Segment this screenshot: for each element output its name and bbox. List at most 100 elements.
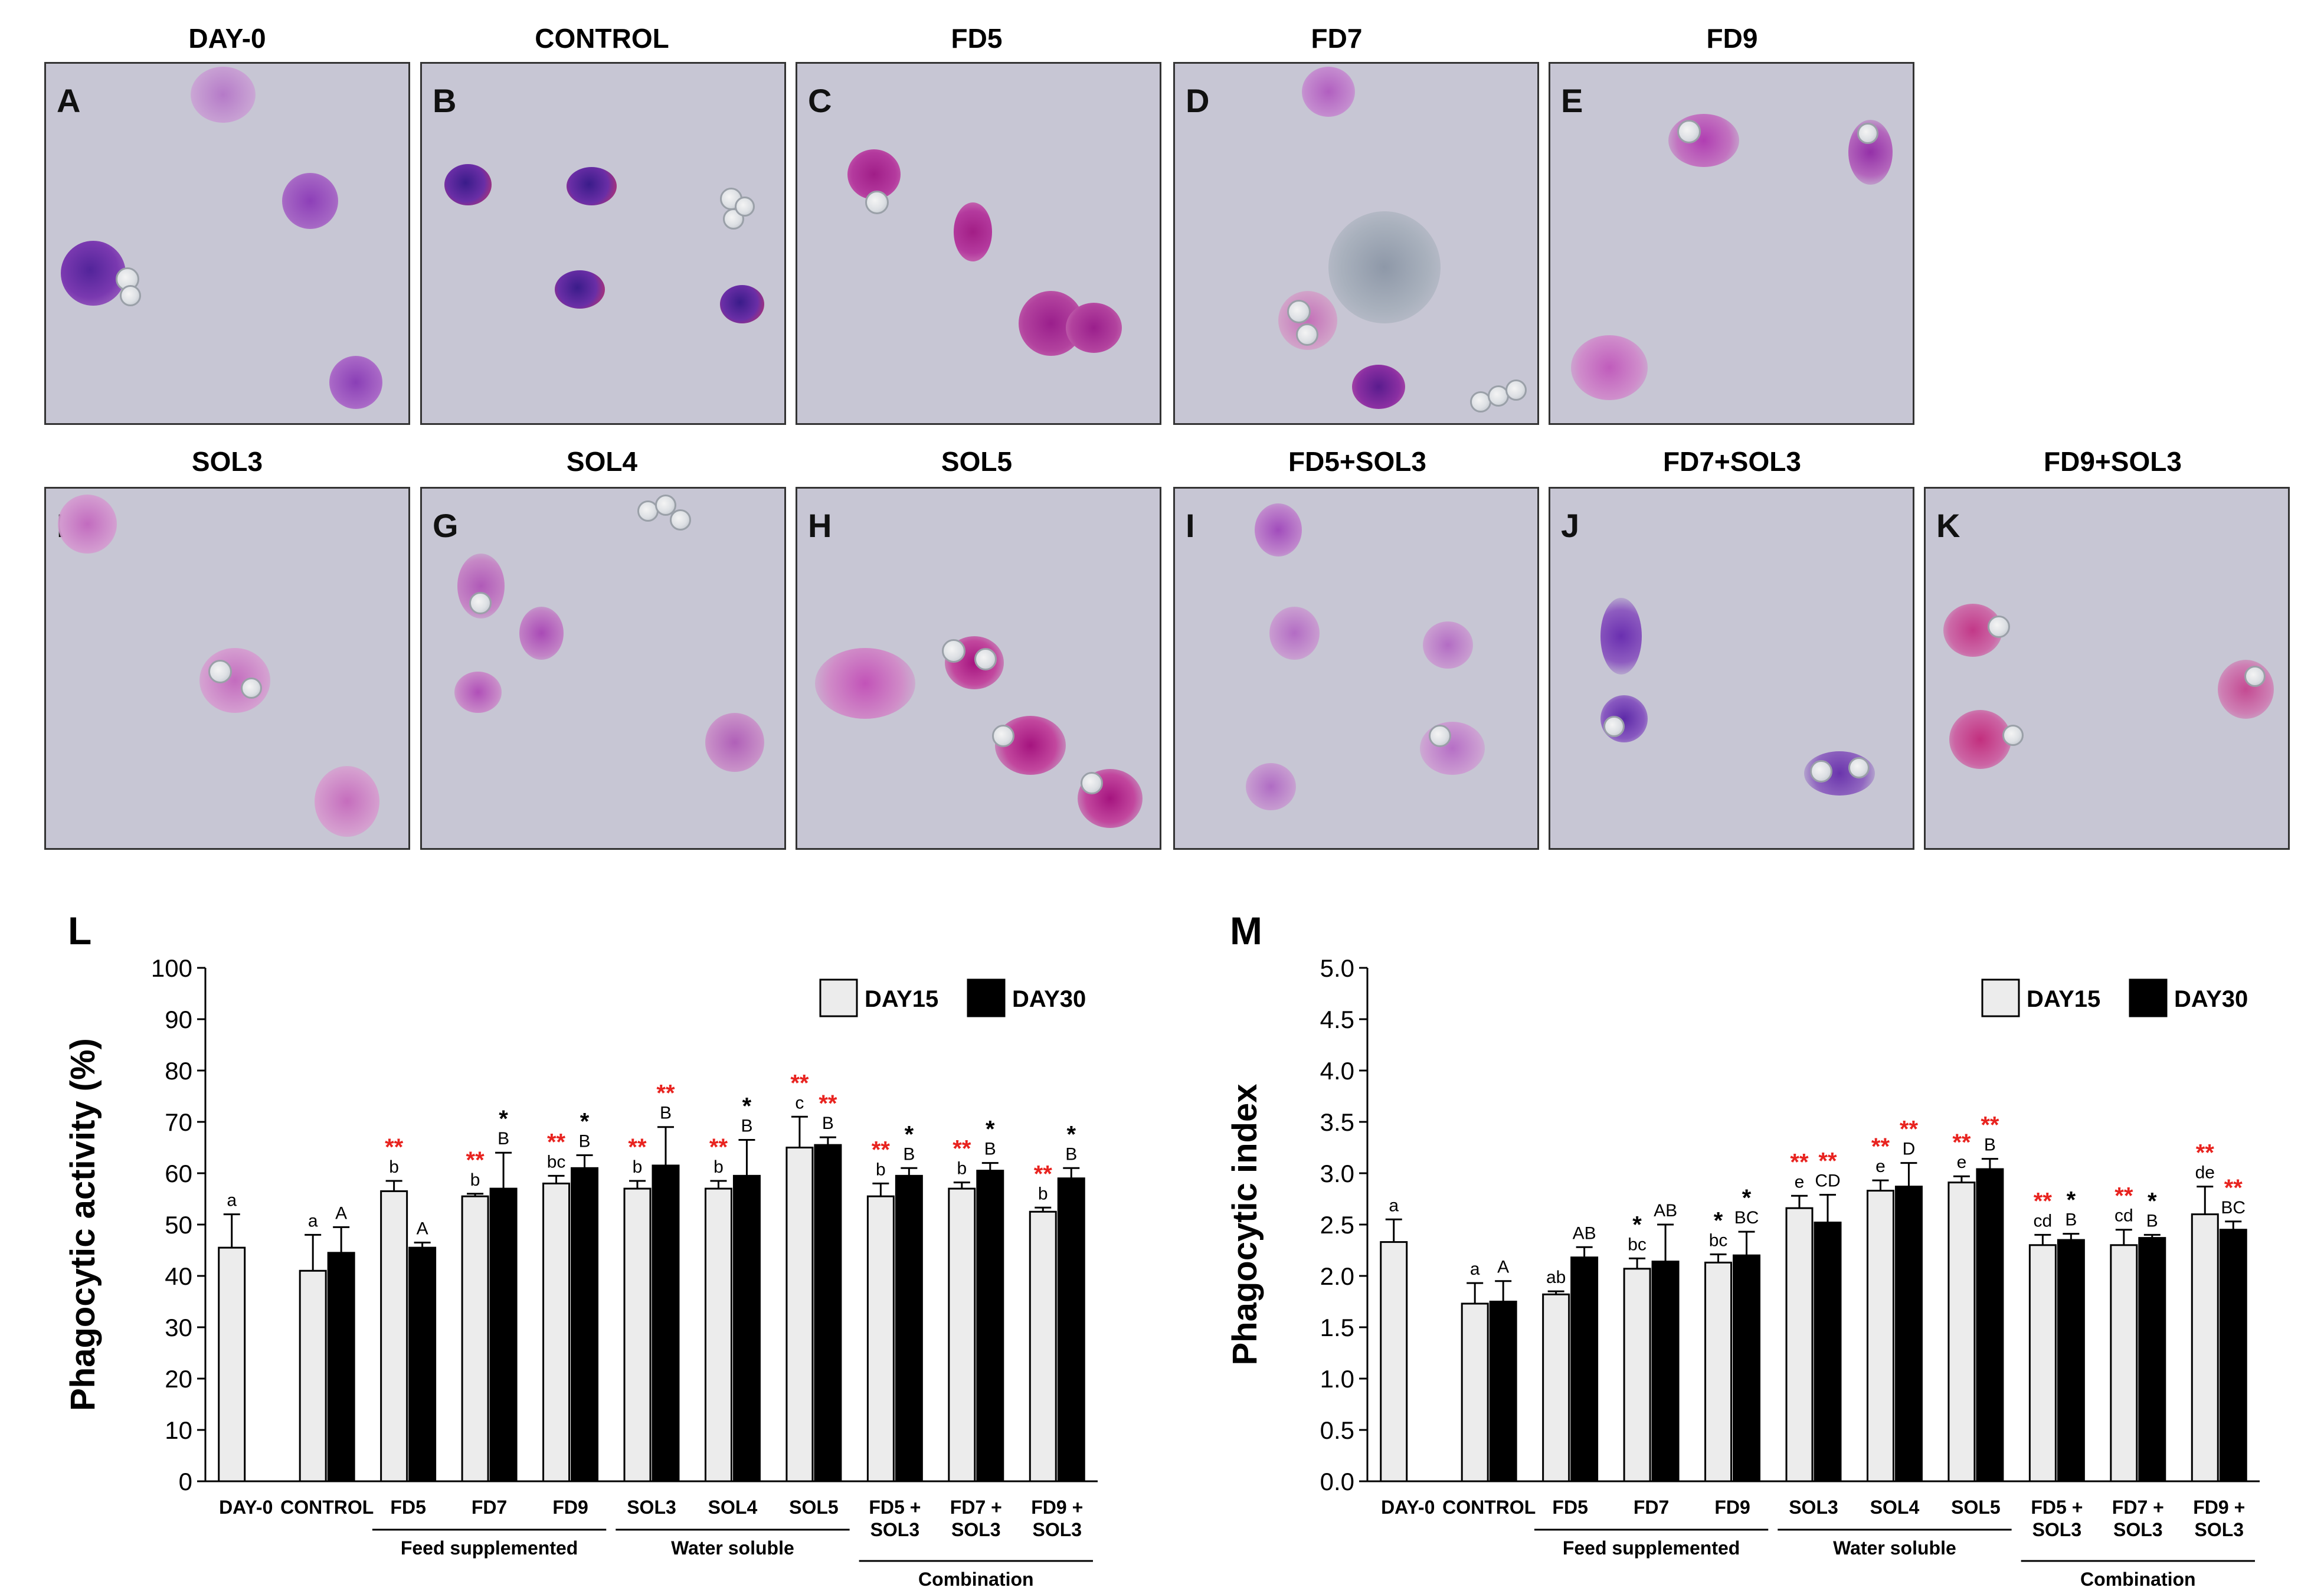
bead (670, 509, 691, 531)
significance-letter-day15: b (633, 1157, 643, 1177)
panel-letter-a: A (57, 82, 81, 119)
significance-letter-day15: bc (1709, 1230, 1728, 1250)
bar-day15 (704, 1187, 732, 1482)
bead (865, 191, 889, 214)
bar-day15 (218, 1246, 246, 1482)
significance-letter-day30: B (2065, 1210, 2077, 1230)
cell (1352, 365, 1405, 409)
bead (2244, 666, 2266, 687)
micrograph-panel-i: I (1173, 487, 1539, 850)
bead (241, 677, 262, 699)
significance-letter-day30: B (741, 1116, 752, 1135)
significance-letter-day15: c (795, 1093, 804, 1112)
x-tick-label: FD9 + (2193, 1497, 2245, 1518)
bead (1505, 379, 1527, 401)
significance-letter-day30: B (660, 1104, 672, 1123)
bar-day15 (299, 1269, 327, 1482)
significance-letter-day30: AB (1654, 1201, 1677, 1220)
panel-title-a: DAY-0 (188, 23, 266, 54)
y-tick-label: 50 (165, 1211, 192, 1239)
bead (2002, 725, 2024, 746)
legend-label-day30: DAY30 (2174, 986, 2248, 1012)
y-tick-label: 20 (165, 1365, 192, 1393)
bar-day30 (1057, 1177, 1085, 1482)
x-tick-label: FD5 (1552, 1497, 1587, 1518)
legend-label-day15: DAY15 (865, 986, 938, 1012)
y-tick-label: 5.0 (1320, 954, 1354, 982)
significance-marker-day15: ** (628, 1134, 647, 1160)
x-tick-label: FD9 (552, 1497, 588, 1518)
bead (1677, 120, 1701, 143)
significance-letter-day15: cd (2034, 1211, 2053, 1230)
bead (120, 285, 141, 306)
significance-marker-day30: * (905, 1121, 914, 1147)
y-tick-label: 1.0 (1320, 1365, 1354, 1393)
chart-phagocytic-activity: L Phagocytic activity (%) 0 10 20 30 40 50 60 70 8… (64, 909, 1098, 1590)
significance-marker-day30: * (580, 1109, 590, 1135)
x-tick-label: FD5 + (869, 1497, 921, 1518)
y-tick-label: 1.5 (1320, 1314, 1354, 1341)
bead (208, 660, 232, 683)
bead (735, 197, 755, 217)
panel-title-k: FD9+SOL3 (2044, 446, 2182, 477)
y-tick-label: 4.0 (1320, 1057, 1354, 1085)
significance-marker-day30: ** (1818, 1148, 1837, 1174)
bead (1603, 716, 1625, 737)
x-tick-label: SOL4 (1870, 1497, 1920, 1518)
micrograph-panel-j: J (1549, 487, 1914, 850)
significance-marker-day30: ** (819, 1091, 837, 1117)
x-tick-label: DAY-0 (219, 1497, 273, 1518)
bar-day30 (1651, 1261, 1680, 1482)
significance-marker-day15: ** (1790, 1149, 1809, 1175)
micrograph-panel-k: K (1924, 487, 2290, 850)
bar-day15 (461, 1195, 489, 1482)
y-tick-label: 0 (179, 1468, 192, 1495)
significance-letter-day30: B (1984, 1135, 1996, 1155)
panel-letter-l: L (68, 909, 91, 953)
bead (637, 500, 659, 522)
bar-day15 (542, 1182, 571, 1482)
significance-marker-day30: ** (656, 1081, 675, 1107)
panel-letter-e: E (1561, 82, 1583, 119)
bar-day30 (895, 1174, 923, 1482)
significance-letter-day30: B (822, 1114, 834, 1133)
y-tick-label: 2.0 (1320, 1262, 1354, 1290)
bar-day15 (1866, 1190, 1894, 1482)
bar-day15 (2110, 1244, 2138, 1482)
cell (705, 713, 764, 772)
significance-marker-day15: ** (2034, 1188, 2053, 1214)
significance-marker-day15: ** (385, 1134, 404, 1160)
significance-marker-day30: * (499, 1106, 508, 1132)
cell (555, 270, 605, 309)
cell (815, 648, 915, 719)
cell (58, 495, 117, 554)
significance-marker-day30: * (986, 1117, 995, 1143)
cell (1571, 335, 1648, 400)
cell (454, 672, 502, 713)
x-tick-label: SOL5 (1951, 1497, 2001, 1518)
bead (469, 592, 492, 614)
bar-day30 (2219, 1229, 2247, 1482)
legend-swatch-day30 (2129, 978, 2168, 1017)
y-tick-label: 3.0 (1320, 1160, 1354, 1187)
significance-letter-day15: b (957, 1159, 967, 1179)
significance-letter-day15: a (308, 1211, 318, 1230)
cell (2218, 660, 2274, 719)
y-tick-label: 3.5 (1320, 1108, 1354, 1136)
bar-day30 (1894, 1186, 1923, 1482)
panel-letter-c: C (808, 82, 832, 119)
significance-letter-day30: B (903, 1144, 915, 1164)
cell (720, 285, 764, 323)
cell (1255, 503, 1302, 557)
group-label: Combination (2080, 1569, 2196, 1590)
bar-day15 (1542, 1293, 1570, 1482)
bar-day15 (1704, 1261, 1733, 1482)
bead (1810, 760, 1832, 783)
y-tick-label: 80 (165, 1057, 192, 1085)
significance-marker-day15: * (1632, 1212, 1642, 1238)
significance-letter-day30: B (984, 1140, 996, 1159)
cell (199, 648, 270, 713)
y-tick-label: 2.5 (1320, 1211, 1354, 1239)
significance-letter-day30: A (1497, 1258, 1509, 1277)
significance-letter-day15: bc (1628, 1235, 1647, 1254)
